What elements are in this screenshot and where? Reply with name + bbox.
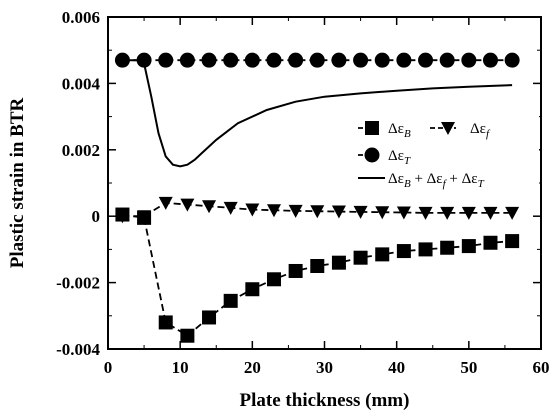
data-point	[331, 52, 347, 68]
data-point	[223, 201, 238, 215]
x-tick-label: 0	[104, 358, 113, 377]
data-point	[353, 250, 368, 265]
x-tick-label: 40	[388, 358, 405, 377]
data-point	[180, 198, 195, 212]
legend-subscript: f	[443, 178, 448, 190]
y-tick-label: 0	[92, 207, 101, 226]
legend-marker	[365, 121, 379, 135]
data-point	[418, 52, 434, 68]
legend-symbol: Δε	[470, 121, 486, 137]
data-point	[505, 206, 520, 220]
x-tick-label: 30	[316, 358, 333, 377]
data-point	[244, 52, 260, 68]
data-point	[245, 203, 260, 217]
legend-symbol: + Δε	[411, 171, 443, 187]
data-point	[245, 282, 260, 297]
series-0	[115, 207, 520, 343]
y-axis-title: Plastic strain in BTR	[7, 97, 28, 268]
data-point	[331, 205, 346, 219]
data-point	[440, 206, 455, 220]
data-point	[504, 52, 520, 68]
data-point	[440, 240, 455, 255]
ticks-layer: 0 10 20 30 40 50 60 -0.004 -0.002 0 0.002 0.004 0.00…	[56, 8, 549, 377]
data-point	[266, 52, 282, 68]
x-tick-label: 20	[244, 358, 261, 377]
x-tick-label: 10	[172, 358, 189, 377]
y-tick-label: 0.006	[62, 8, 100, 27]
series-layer	[114, 52, 520, 343]
series-3	[122, 59, 513, 168]
legend-symbol: Δε	[388, 171, 404, 187]
legend-subscript: B	[404, 128, 411, 140]
data-point	[201, 52, 217, 68]
data-point	[461, 206, 476, 220]
data-point	[180, 328, 195, 343]
legend-subscript: f	[486, 128, 491, 140]
data-point	[482, 52, 498, 68]
data-point	[483, 235, 498, 250]
data-point	[461, 239, 476, 254]
legend-label: ΔεT	[388, 148, 411, 167]
data-point	[202, 200, 217, 214]
data-point	[396, 52, 412, 68]
legend-subscript: B	[404, 178, 411, 190]
data-point	[461, 52, 477, 68]
data-point	[309, 52, 325, 68]
data-point	[310, 259, 325, 273]
data-point	[353, 205, 368, 219]
series-line	[122, 59, 513, 168]
data-point	[179, 52, 195, 68]
y-tick-label: 0.002	[62, 141, 100, 160]
legend-marker	[441, 122, 455, 135]
data-point	[288, 204, 303, 218]
data-point	[483, 206, 498, 220]
data-point	[396, 244, 411, 259]
legend-marker	[364, 147, 380, 163]
data-point	[223, 293, 238, 308]
legend-subscript: T	[478, 178, 485, 190]
data-point	[137, 210, 152, 224]
legend-label: Δεf	[470, 121, 491, 140]
data-point	[418, 206, 433, 220]
y-tick-label: 0.004	[62, 74, 101, 93]
data-point	[331, 255, 346, 270]
data-point	[396, 206, 411, 220]
data-point	[266, 272, 281, 287]
data-point	[288, 263, 303, 278]
y-tick-label: -0.004	[56, 340, 100, 359]
data-point	[158, 52, 174, 68]
data-point	[136, 52, 152, 68]
data-point	[266, 204, 281, 218]
data-point	[374, 52, 390, 68]
data-point	[418, 242, 433, 257]
legend-label: ΔεB + Δεf + ΔεT	[388, 171, 485, 190]
series-1	[115, 196, 520, 224]
series-2	[114, 52, 520, 68]
x-axis-title: Plate thickness (mm)	[240, 390, 410, 411]
data-point	[202, 310, 217, 325]
series-line	[122, 213, 513, 337]
data-point	[439, 52, 455, 68]
data-point	[223, 52, 239, 68]
data-point	[158, 315, 173, 330]
data-point	[115, 210, 130, 224]
data-point	[353, 52, 369, 68]
legend-symbol: Δε	[388, 121, 404, 137]
data-point	[310, 205, 325, 219]
x-tick-label: 60	[533, 358, 550, 377]
data-point	[375, 247, 390, 262]
y-tick-label: -0.002	[56, 274, 100, 293]
x-tick-label: 50	[460, 358, 477, 377]
data-point	[375, 206, 390, 220]
legend-symbol: Δε	[388, 148, 404, 164]
data-point	[505, 234, 520, 249]
legend-subscript: T	[404, 155, 411, 167]
data-point	[158, 196, 173, 210]
legend-symbol: + Δε	[446, 171, 478, 187]
legend-label: ΔεB	[388, 121, 411, 140]
data-point	[288, 52, 304, 68]
